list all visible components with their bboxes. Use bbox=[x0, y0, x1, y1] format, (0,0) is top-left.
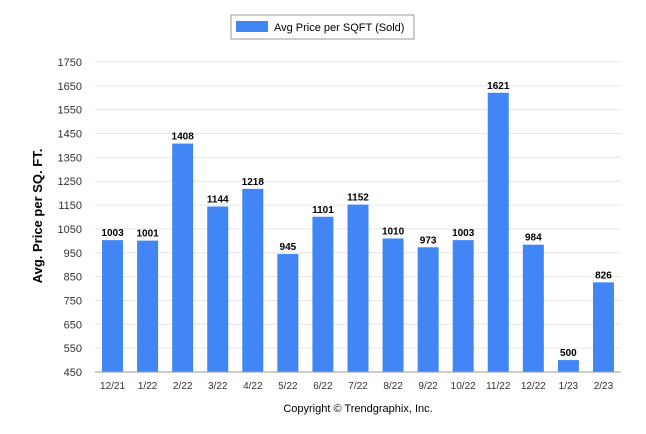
y-tick-label: 1450 bbox=[58, 129, 82, 141]
data-label: 500 bbox=[560, 348, 577, 359]
bar bbox=[487, 92, 509, 372]
copyright-footer: Copyright © Trendgraphix, Inc. bbox=[283, 403, 432, 415]
bar bbox=[242, 188, 264, 372]
x-tick-label: 5/22 bbox=[278, 381, 298, 392]
data-label: 1144 bbox=[207, 195, 229, 206]
data-label: 1003 bbox=[101, 228, 124, 239]
legend: Avg Price per SQFT (Sold) bbox=[230, 14, 415, 40]
bar bbox=[592, 282, 614, 372]
bar bbox=[522, 244, 544, 372]
legend-label: Avg Price per SQFT (Sold) bbox=[274, 22, 404, 34]
data-label: 1621 bbox=[487, 81, 510, 92]
x-tick-label: 7/22 bbox=[348, 381, 368, 392]
data-label: 945 bbox=[280, 242, 297, 253]
x-tick-label: 10/22 bbox=[451, 381, 476, 392]
data-label: 1218 bbox=[242, 177, 265, 188]
bar bbox=[557, 360, 579, 372]
data-label: 1003 bbox=[452, 228, 475, 239]
data-label: 826 bbox=[595, 270, 612, 281]
y-tick-label: 550 bbox=[64, 343, 82, 355]
data-label: 1152 bbox=[347, 193, 369, 204]
data-label: 1001 bbox=[136, 229, 159, 240]
y-tick-label: 1650 bbox=[58, 81, 82, 93]
x-tick-label: 4/22 bbox=[243, 381, 263, 392]
y-tick-label: 750 bbox=[64, 295, 82, 307]
y-tick-label: 850 bbox=[64, 272, 82, 284]
bar bbox=[417, 247, 439, 372]
x-tick-label: 12/22 bbox=[521, 381, 546, 392]
bar bbox=[207, 206, 229, 372]
bar bbox=[347, 204, 369, 372]
bar bbox=[172, 143, 194, 372]
bar bbox=[382, 238, 404, 372]
x-tick-label: 1/22 bbox=[138, 381, 158, 392]
bar bbox=[102, 240, 124, 372]
x-tick-label: 2/23 bbox=[594, 381, 614, 392]
y-tick-label: 1050 bbox=[58, 224, 82, 236]
y-tick-label: 1250 bbox=[58, 176, 82, 188]
x-tick-label: 11/22 bbox=[486, 381, 511, 392]
y-tick-label: 450 bbox=[64, 367, 82, 379]
data-label: 1101 bbox=[312, 205, 334, 216]
y-axis-ticks: 450 550 650 750 850 950 1050 1150 1250 1350 1450 15… bbox=[58, 57, 82, 379]
x-tick-label: 3/22 bbox=[208, 381, 228, 392]
x-tick-label: 1/23 bbox=[559, 381, 579, 392]
x-tick-label: 2/22 bbox=[173, 381, 193, 392]
bar bbox=[137, 240, 159, 372]
bar bbox=[312, 216, 334, 372]
x-axis-ticks: 12/21 1/22 2/22 3/22 4/22 5/22 6/22 7/22 8/22 9/2… bbox=[100, 381, 614, 392]
bars: 1003 1001 1408 1144 1218 945 1101 1152 1010 973 10… bbox=[101, 81, 614, 372]
y-tick-label: 650 bbox=[64, 319, 82, 331]
x-tick-label: 12/21 bbox=[100, 381, 125, 392]
bar bbox=[452, 240, 474, 372]
bar bbox=[277, 253, 299, 372]
data-label: 1010 bbox=[382, 226, 405, 237]
y-tick-label: 1350 bbox=[58, 152, 82, 164]
legend-swatch bbox=[236, 21, 268, 32]
data-label: 973 bbox=[420, 235, 437, 246]
y-tick-label: 950 bbox=[64, 248, 82, 260]
y-tick-label: 1750 bbox=[58, 57, 82, 69]
x-tick-label: 9/22 bbox=[418, 381, 438, 392]
y-tick-label: 1150 bbox=[58, 200, 82, 212]
data-label: 984 bbox=[525, 233, 542, 244]
x-tick-label: 6/22 bbox=[313, 381, 333, 392]
y-axis-label: Avg. Price per SQ. FT. bbox=[30, 149, 45, 284]
y-tick-label: 1550 bbox=[58, 105, 82, 117]
x-tick-label: 8/22 bbox=[383, 381, 403, 392]
data-label: 1408 bbox=[172, 132, 195, 143]
